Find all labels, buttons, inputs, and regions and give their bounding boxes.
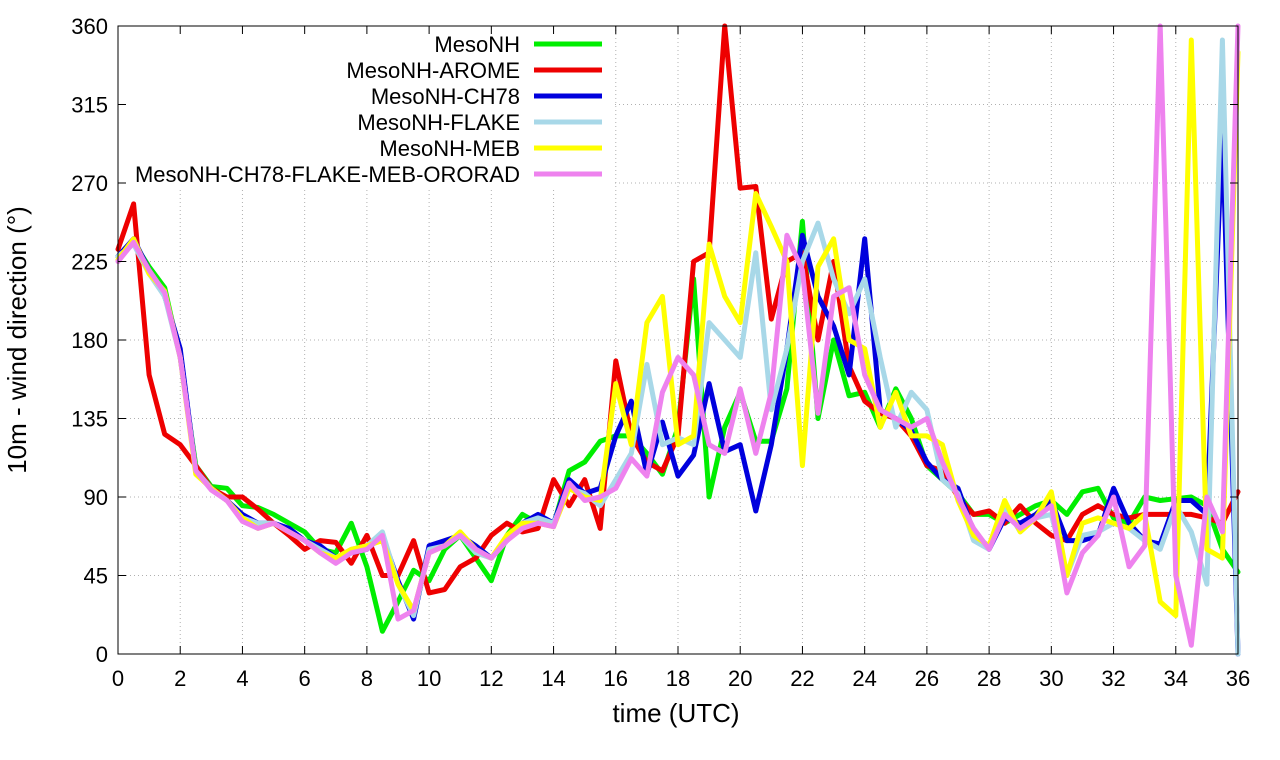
y-tick-label: 135 xyxy=(71,407,108,432)
x-tick-label: 34 xyxy=(1164,666,1188,691)
x-tick-label: 8 xyxy=(361,666,373,691)
x-tick-label: 10 xyxy=(417,666,441,691)
x-tick-label: 18 xyxy=(666,666,690,691)
legend-label: MesoNH xyxy=(434,32,520,57)
y-tick-label: 0 xyxy=(96,642,108,667)
y-tick-label: 90 xyxy=(84,485,108,510)
x-tick-label: 22 xyxy=(790,666,814,691)
x-tick-label: 4 xyxy=(236,666,248,691)
x-tick-label: 26 xyxy=(915,666,939,691)
y-tick-label: 270 xyxy=(71,171,108,196)
legend-label: MesoNH-CH78-FLAKE-MEB-ORORAD xyxy=(135,162,520,187)
x-tick-label: 32 xyxy=(1101,666,1125,691)
y-tick-label: 360 xyxy=(71,14,108,39)
series-lines xyxy=(115,23,1241,657)
legend-label: MesoNH-AROME xyxy=(346,58,520,83)
y-tick-label: 315 xyxy=(71,93,108,118)
y-tick-label: 225 xyxy=(71,250,108,275)
x-tick-label: 0 xyxy=(112,666,124,691)
legend-label: MesoNH-MEB xyxy=(379,136,520,161)
x-axis-title: time (UTC) xyxy=(612,698,739,728)
x-tick-label: 20 xyxy=(728,666,752,691)
x-tick-labels: 0 2 4 6 8 10 12 14 16 18 20 22 24 26 28 30 32 34 36 xyxy=(112,666,1250,691)
x-tick-label: 6 xyxy=(299,666,311,691)
y-tick-labels: 0 45 90 135 180 225 270 315 360 xyxy=(71,14,108,667)
legend-label: MesoNH-CH78 xyxy=(371,84,520,109)
x-tick-label: 36 xyxy=(1226,666,1250,691)
series-line-mesonh-ch78-flake-meb-ororad xyxy=(115,23,1241,648)
y-tick-label: 45 xyxy=(84,564,108,589)
x-tick-label: 16 xyxy=(604,666,628,691)
y-tick-label: 180 xyxy=(71,328,108,353)
y-axis-title: 10m - wind direction (°) xyxy=(2,206,32,474)
x-tick-label: 28 xyxy=(977,666,1001,691)
legend: MesoNHMesoNH-AROMEMesoNH-CH78MesoNH-FLAK… xyxy=(135,32,602,187)
legend-label: MesoNH-FLAKE xyxy=(357,110,520,135)
x-tick-label: 30 xyxy=(1039,666,1063,691)
x-tick-label: 12 xyxy=(479,666,503,691)
x-tick-label: 24 xyxy=(852,666,876,691)
axis-ticks xyxy=(117,25,1239,655)
x-tick-label: 2 xyxy=(174,666,186,691)
x-tick-label: 14 xyxy=(541,666,565,691)
